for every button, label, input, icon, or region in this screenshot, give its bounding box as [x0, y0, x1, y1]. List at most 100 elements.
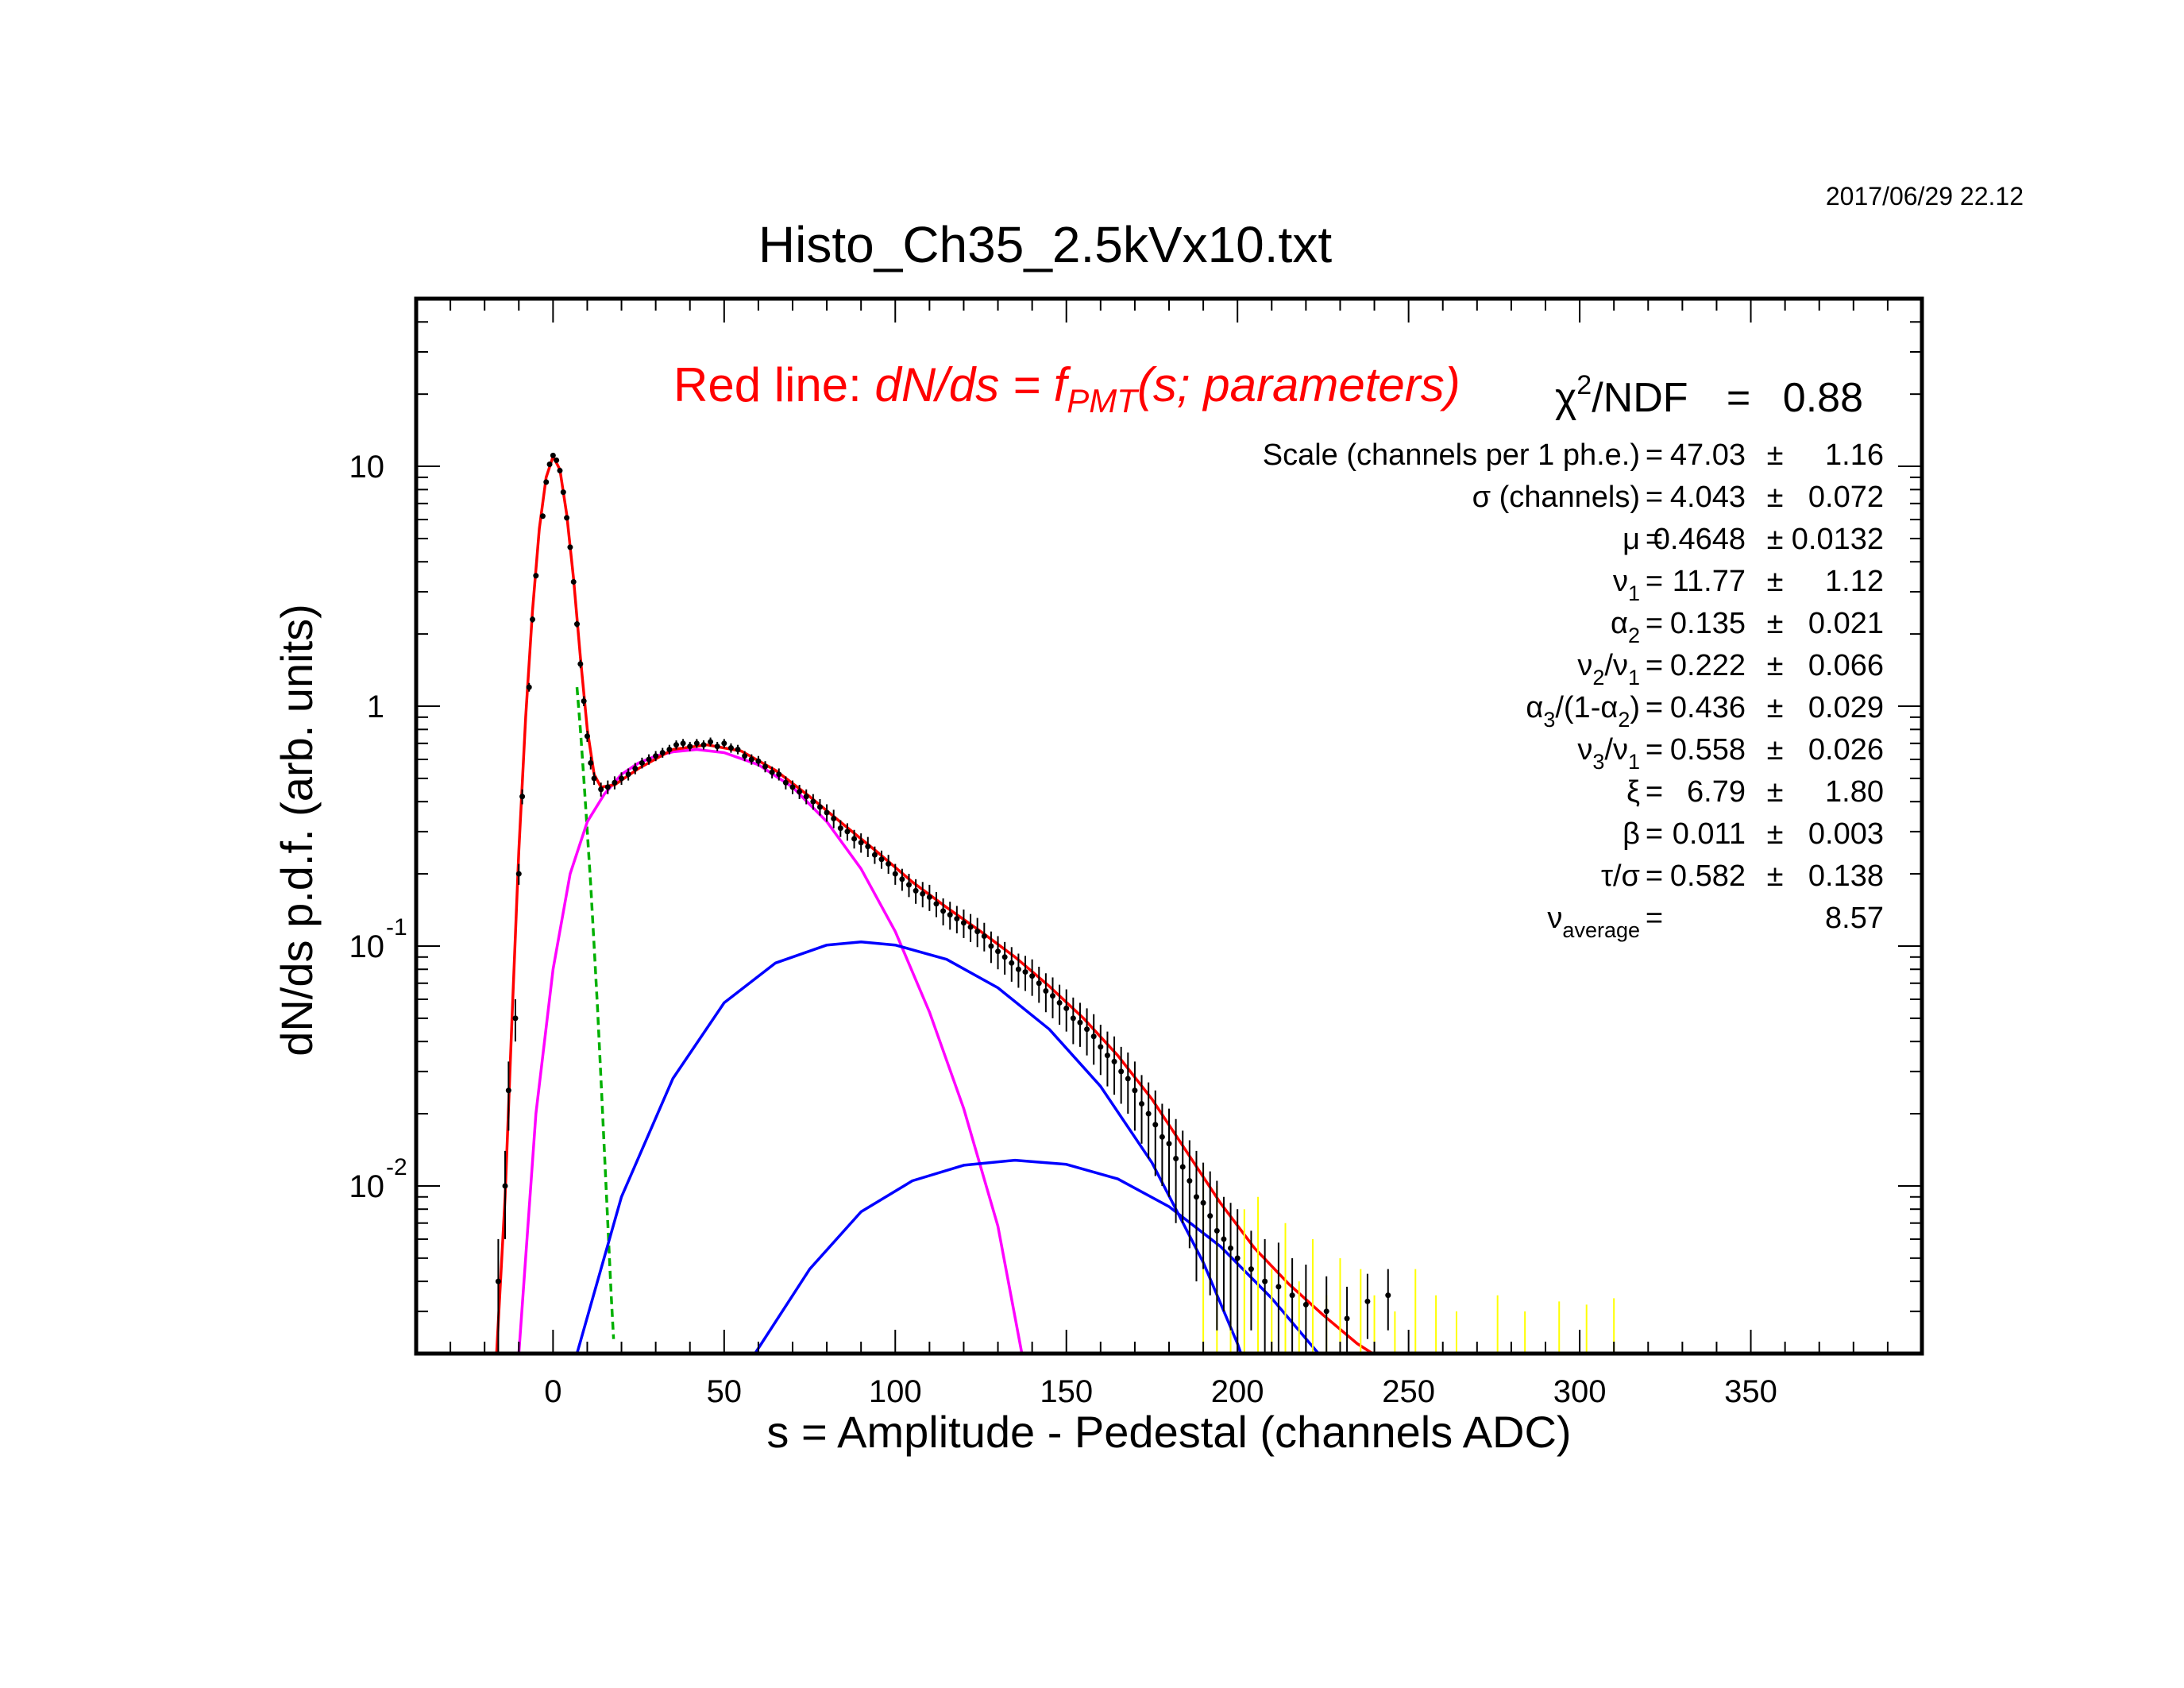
data-point — [581, 698, 587, 705]
data-point — [526, 684, 532, 690]
data-point — [1221, 1236, 1227, 1242]
data-point — [797, 789, 803, 795]
data-point — [1029, 973, 1036, 979]
data-point — [659, 750, 666, 756]
data-point — [1070, 1015, 1076, 1022]
param-value: 8.57 — [1825, 902, 1884, 935]
y-tick-label: 10 — [349, 929, 385, 964]
fit-parameters: Scale (channels per 1 ph.e.) = 47.03 ±1.16σ… — [1263, 438, 1884, 942]
param-error: 1.12 — [1825, 565, 1884, 598]
param-label-text: Scale (channels per 1 ph.e.) — [1263, 438, 1640, 472]
data-point — [1132, 1087, 1138, 1094]
chi2-eq: = — [1727, 375, 1750, 421]
param-plusminus: ± — [1767, 523, 1784, 556]
x-tick-label: 100 — [869, 1374, 922, 1409]
param-equals: = — [1646, 733, 1663, 767]
data-point — [632, 765, 639, 771]
y-tick-label: 1 — [367, 689, 384, 724]
fit-label-suffix: (s; parameters) — [1137, 358, 1461, 411]
data-point — [591, 775, 597, 782]
y-tick-exponent: -2 — [386, 1154, 407, 1180]
data-point — [512, 1015, 519, 1022]
param-value: 4.043 — [1670, 481, 1746, 514]
param-label-text: σ (channels) — [1472, 481, 1640, 514]
fit-label: Red line: dN/ds = fPMT(s; parameters) — [673, 358, 1461, 419]
data-point — [598, 786, 604, 793]
x-tick-label: 250 — [1382, 1374, 1435, 1409]
param-value: 0.558 — [1670, 733, 1746, 767]
param-plusminus: ± — [1767, 859, 1784, 893]
param-error: 0.0132 — [1792, 523, 1884, 556]
data-point — [1139, 1101, 1145, 1107]
x-tick-label: 0 — [544, 1374, 561, 1409]
data-point — [1056, 999, 1063, 1006]
data-point — [530, 616, 536, 623]
data-point — [967, 924, 974, 930]
data-point — [1193, 1194, 1199, 1200]
data-point — [1262, 1278, 1268, 1284]
param-value: 6.79 — [1687, 775, 1746, 809]
param-value: 0.222 — [1670, 649, 1746, 682]
param-label-text: ν — [1547, 902, 1562, 935]
data-point — [505, 1087, 511, 1094]
axis-ticks — [415, 298, 1923, 1354]
data-point — [810, 798, 816, 805]
x-tick-label: 350 — [1724, 1374, 1777, 1409]
data-point — [851, 836, 858, 842]
param-value: 0.582 — [1670, 859, 1746, 893]
param-plusminus: ± — [1767, 565, 1784, 598]
data-point — [673, 742, 679, 748]
param-label-sub: 3 — [1543, 708, 1555, 732]
param-equals: = — [1646, 817, 1663, 851]
param-label-text: ν — [1613, 565, 1628, 598]
2-ph-e-component-curve — [575, 941, 1243, 1354]
data-point — [619, 775, 625, 782]
y-tick-exponent: -1 — [386, 914, 407, 941]
data-point — [1022, 969, 1028, 975]
data-point — [554, 457, 560, 463]
data-point — [680, 740, 686, 747]
x-axis-label: s = Amplitude - Pedestal (channels ADC) — [766, 1407, 1571, 1457]
y-axis-label: dN/ds p.d.f. (arb. units) — [272, 604, 322, 1056]
param-error: 1.80 — [1825, 775, 1884, 809]
data-point — [1118, 1068, 1125, 1075]
param-value: 0.011 — [1673, 817, 1746, 851]
param-label-text: ξ — [1626, 775, 1640, 809]
param-error: 1.16 — [1825, 438, 1884, 472]
param-label: σ (channels) — [1472, 481, 1640, 514]
data-point — [1302, 1301, 1309, 1308]
param-value: 0.436 — [1670, 691, 1746, 724]
data-point — [666, 747, 673, 753]
data-point — [831, 815, 837, 821]
param-label-text: /ν — [1604, 649, 1628, 682]
data-point — [878, 856, 885, 863]
data-point — [1200, 1199, 1206, 1206]
param-error: 0.138 — [1808, 859, 1884, 893]
fit-label-prefix: Red line: — [673, 358, 874, 411]
data-point — [515, 871, 522, 877]
param-label-text: α — [1611, 607, 1628, 640]
param-label: νaverage — [1547, 902, 1640, 942]
param-plusminus: ± — [1767, 481, 1784, 514]
data-point — [1275, 1284, 1282, 1290]
data-point — [612, 779, 618, 786]
param-plusminus: ± — [1767, 775, 1784, 809]
data-point — [865, 844, 871, 850]
data-point — [974, 929, 981, 935]
data-point — [546, 461, 553, 467]
param-value: 0.4648 — [1653, 523, 1746, 556]
param-value: 11.77 — [1673, 565, 1746, 598]
param-label: Scale (channels per 1 ph.e.) — [1263, 438, 1640, 472]
data-point — [564, 515, 570, 521]
data-point — [604, 784, 611, 790]
param-error: 0.026 — [1808, 733, 1884, 767]
data-point — [1084, 1026, 1090, 1033]
data-point — [1152, 1122, 1159, 1128]
data-point — [892, 871, 898, 877]
data-point — [1173, 1156, 1179, 1162]
data-point — [1207, 1213, 1214, 1219]
param-label-sub: 1 — [1628, 750, 1640, 774]
data-point — [543, 479, 550, 485]
param-label: ν1 — [1613, 565, 1640, 605]
